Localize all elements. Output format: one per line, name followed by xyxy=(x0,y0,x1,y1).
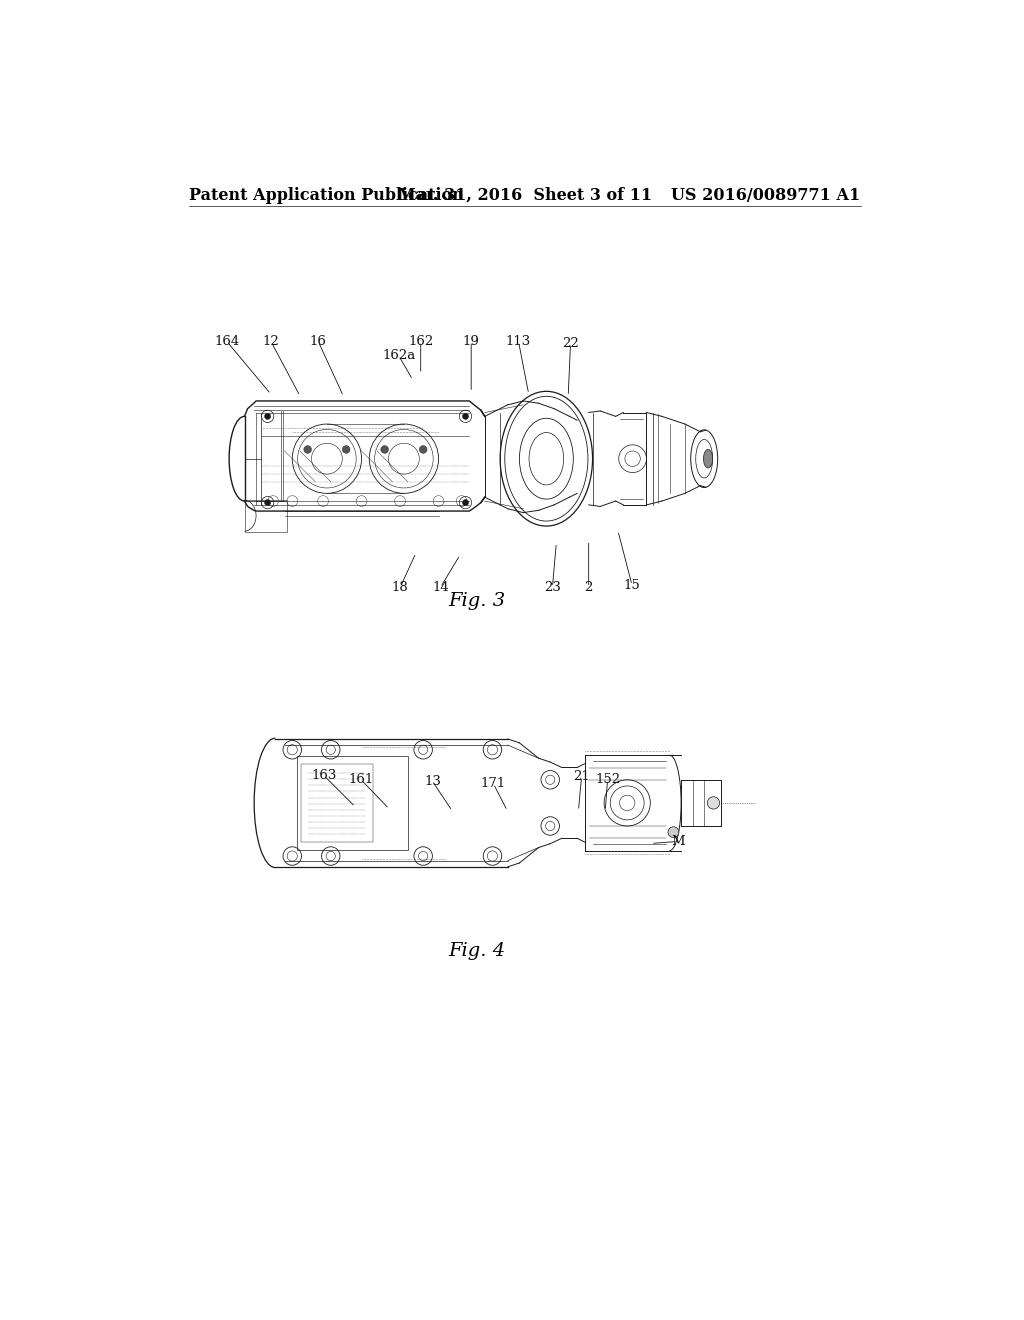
Text: M: M xyxy=(671,836,685,847)
Text: 162: 162 xyxy=(409,335,433,348)
Circle shape xyxy=(264,499,270,506)
Text: 162a: 162a xyxy=(382,348,416,362)
Text: 23: 23 xyxy=(544,581,561,594)
Text: 12: 12 xyxy=(262,335,280,348)
Circle shape xyxy=(419,446,427,453)
Text: Fig. 3: Fig. 3 xyxy=(449,593,506,610)
Text: 19: 19 xyxy=(463,335,479,348)
Text: 13: 13 xyxy=(424,775,441,788)
Text: 14: 14 xyxy=(432,581,449,594)
Circle shape xyxy=(463,413,469,420)
Text: 171: 171 xyxy=(480,777,506,789)
Text: 164: 164 xyxy=(214,335,240,348)
Text: Patent Application Publication: Patent Application Publication xyxy=(189,187,464,205)
Ellipse shape xyxy=(703,449,713,469)
Text: Mar. 31, 2016  Sheet 3 of 11: Mar. 31, 2016 Sheet 3 of 11 xyxy=(397,187,652,205)
Text: 113: 113 xyxy=(506,335,531,348)
Text: 161: 161 xyxy=(348,774,374,785)
Circle shape xyxy=(304,446,311,453)
Bar xyxy=(301,763,373,842)
Bar xyxy=(297,756,408,850)
Circle shape xyxy=(668,826,679,838)
Circle shape xyxy=(381,446,388,453)
Circle shape xyxy=(463,499,469,506)
Text: 16: 16 xyxy=(310,335,327,348)
Circle shape xyxy=(708,797,720,809)
Text: 152: 152 xyxy=(595,774,621,785)
Text: 163: 163 xyxy=(311,768,337,781)
Text: 15: 15 xyxy=(624,578,640,591)
Text: US 2016/0089771 A1: US 2016/0089771 A1 xyxy=(672,187,860,205)
Text: 2: 2 xyxy=(585,581,593,594)
Text: 21: 21 xyxy=(573,770,590,783)
Circle shape xyxy=(342,446,350,453)
Text: 22: 22 xyxy=(562,337,579,350)
Text: 18: 18 xyxy=(392,581,409,594)
Text: Fig. 4: Fig. 4 xyxy=(449,942,506,961)
Bar xyxy=(245,499,287,532)
Circle shape xyxy=(264,413,270,420)
